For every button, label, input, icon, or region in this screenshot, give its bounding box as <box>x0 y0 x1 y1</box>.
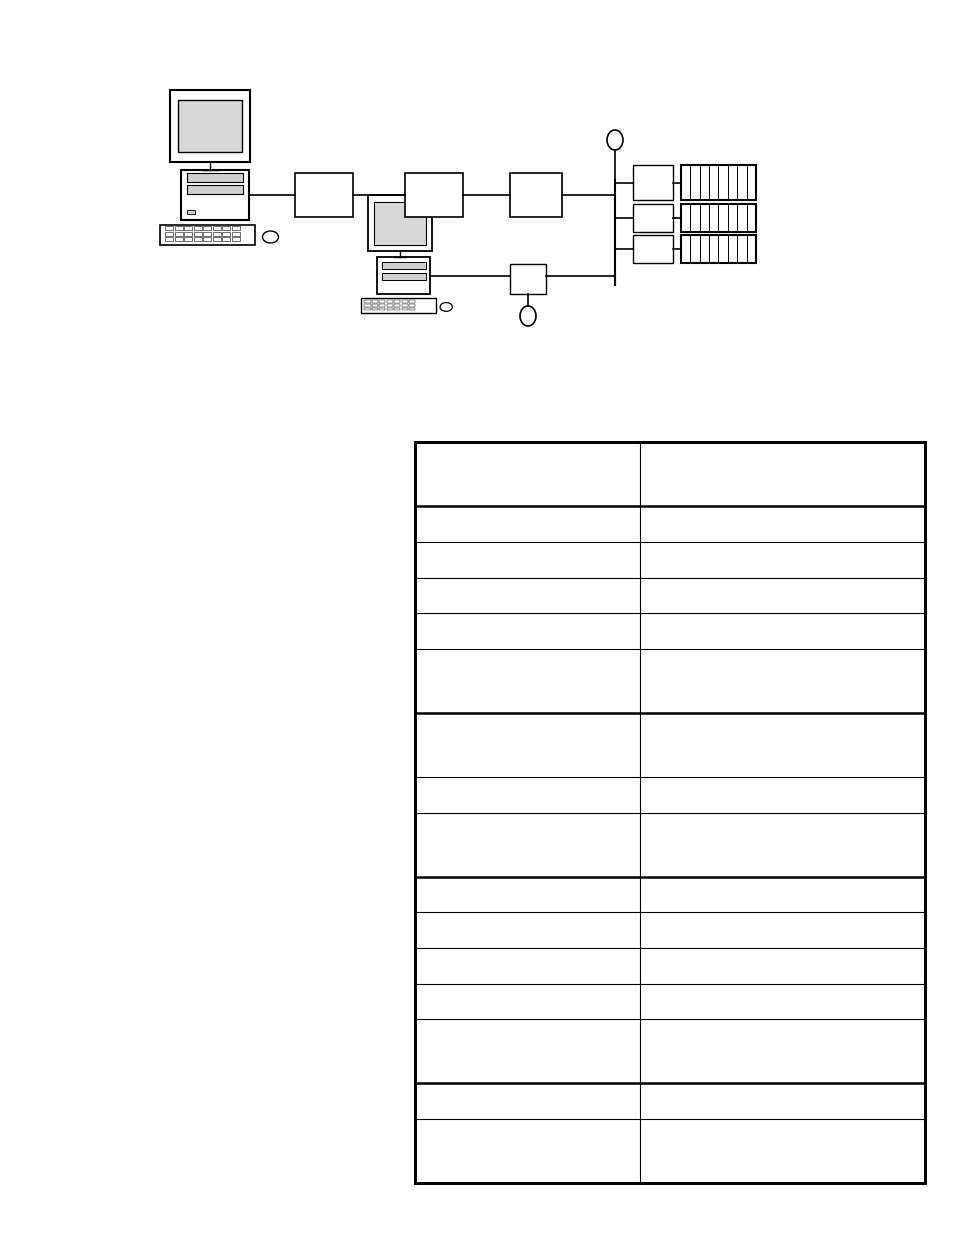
Bar <box>364 308 370 310</box>
Bar <box>181 170 249 220</box>
Bar <box>379 300 385 303</box>
Bar <box>510 173 561 217</box>
Bar <box>409 300 415 303</box>
Bar <box>222 231 231 236</box>
Bar <box>394 304 400 306</box>
Ellipse shape <box>606 130 622 149</box>
Bar <box>633 204 672 232</box>
Bar <box>360 298 436 312</box>
Bar <box>364 304 370 306</box>
Bar <box>174 237 183 241</box>
Bar <box>680 235 755 263</box>
Bar <box>213 231 221 236</box>
Bar <box>372 308 377 310</box>
Bar <box>381 273 425 280</box>
Bar <box>386 300 393 303</box>
Bar <box>187 173 243 182</box>
Bar <box>405 173 462 217</box>
Bar <box>160 225 255 245</box>
Bar <box>213 237 221 241</box>
Bar <box>379 308 385 310</box>
Bar <box>372 304 377 306</box>
Bar <box>232 231 240 236</box>
Bar <box>203 226 212 230</box>
Bar <box>170 90 250 162</box>
Bar <box>394 308 400 310</box>
Bar <box>184 237 193 241</box>
Bar <box>401 308 408 310</box>
Bar <box>187 185 243 194</box>
Bar <box>401 300 408 303</box>
Bar <box>203 237 212 241</box>
Bar <box>232 226 240 230</box>
Bar <box>386 304 393 306</box>
Bar <box>165 237 173 241</box>
Bar <box>187 210 194 214</box>
Bar <box>174 226 183 230</box>
Ellipse shape <box>262 231 278 243</box>
Bar <box>633 235 672 263</box>
Bar <box>379 304 385 306</box>
Bar <box>415 442 924 1183</box>
Bar <box>174 231 183 236</box>
Bar <box>193 237 202 241</box>
Bar <box>510 264 545 294</box>
Bar <box>165 231 173 236</box>
Bar <box>680 204 755 232</box>
Bar <box>372 300 377 303</box>
Bar <box>184 231 193 236</box>
Bar <box>232 237 240 241</box>
Bar <box>376 257 430 294</box>
Bar <box>381 262 425 269</box>
Bar <box>203 231 212 236</box>
Bar <box>375 203 425 246</box>
Bar <box>409 308 415 310</box>
Ellipse shape <box>439 303 452 311</box>
Bar <box>633 165 672 200</box>
Bar <box>193 226 202 230</box>
Bar <box>184 226 193 230</box>
Bar <box>213 226 221 230</box>
Bar <box>222 226 231 230</box>
Bar <box>294 173 353 217</box>
Bar <box>680 165 755 200</box>
Bar <box>178 100 242 152</box>
Ellipse shape <box>519 306 536 326</box>
Bar <box>386 308 393 310</box>
Bar <box>415 442 924 1183</box>
Bar <box>364 300 370 303</box>
Bar <box>368 195 431 251</box>
Bar <box>394 300 400 303</box>
Bar <box>409 304 415 306</box>
Bar <box>165 226 173 230</box>
Bar <box>401 304 408 306</box>
Bar <box>222 237 231 241</box>
Bar <box>193 231 202 236</box>
